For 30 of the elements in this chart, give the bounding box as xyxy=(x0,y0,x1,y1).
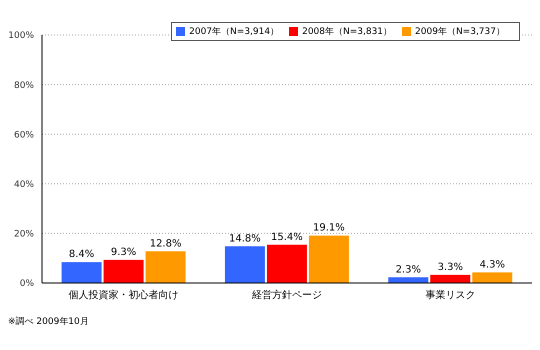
legend-label: 2009年（N=3,737） xyxy=(415,27,505,37)
y-tick-label: 40% xyxy=(14,180,34,190)
data-label: 14.8% xyxy=(229,233,261,244)
x-tick-label: 経営方針ページ xyxy=(251,289,322,302)
legend-label: 2008年（N=3,831） xyxy=(302,27,392,37)
bar xyxy=(472,272,512,283)
data-label: 8.4% xyxy=(68,249,94,260)
bar xyxy=(224,246,265,283)
data-label: 19.1% xyxy=(313,222,345,234)
bar xyxy=(146,251,186,283)
bar xyxy=(430,274,470,283)
data-label: 2.3% xyxy=(396,264,421,276)
data-label: 12.8% xyxy=(150,238,182,250)
y-tick-label: 60% xyxy=(14,130,34,140)
data-label: 9.3% xyxy=(110,246,136,258)
data-label: 4.3% xyxy=(480,259,505,270)
y-tick-label: 80% xyxy=(14,80,34,91)
bar xyxy=(62,262,102,283)
y-tick-label: 20% xyxy=(14,230,34,240)
legend-label: 2007年（N=3,914） xyxy=(189,27,280,37)
text: ※調べ 2009年10月 xyxy=(8,316,90,328)
x-tick-label: 個人投資家・初心者向け xyxy=(68,289,179,302)
y-tick-label: 0% xyxy=(20,279,34,290)
bar xyxy=(266,244,307,283)
y-tick-label: 100% xyxy=(8,31,34,42)
bar xyxy=(308,236,349,283)
x-tick-label: 事業リスク xyxy=(425,289,476,302)
bar xyxy=(104,260,144,283)
data-label: 15.4% xyxy=(271,232,303,243)
data-label: 3.3% xyxy=(438,262,463,273)
